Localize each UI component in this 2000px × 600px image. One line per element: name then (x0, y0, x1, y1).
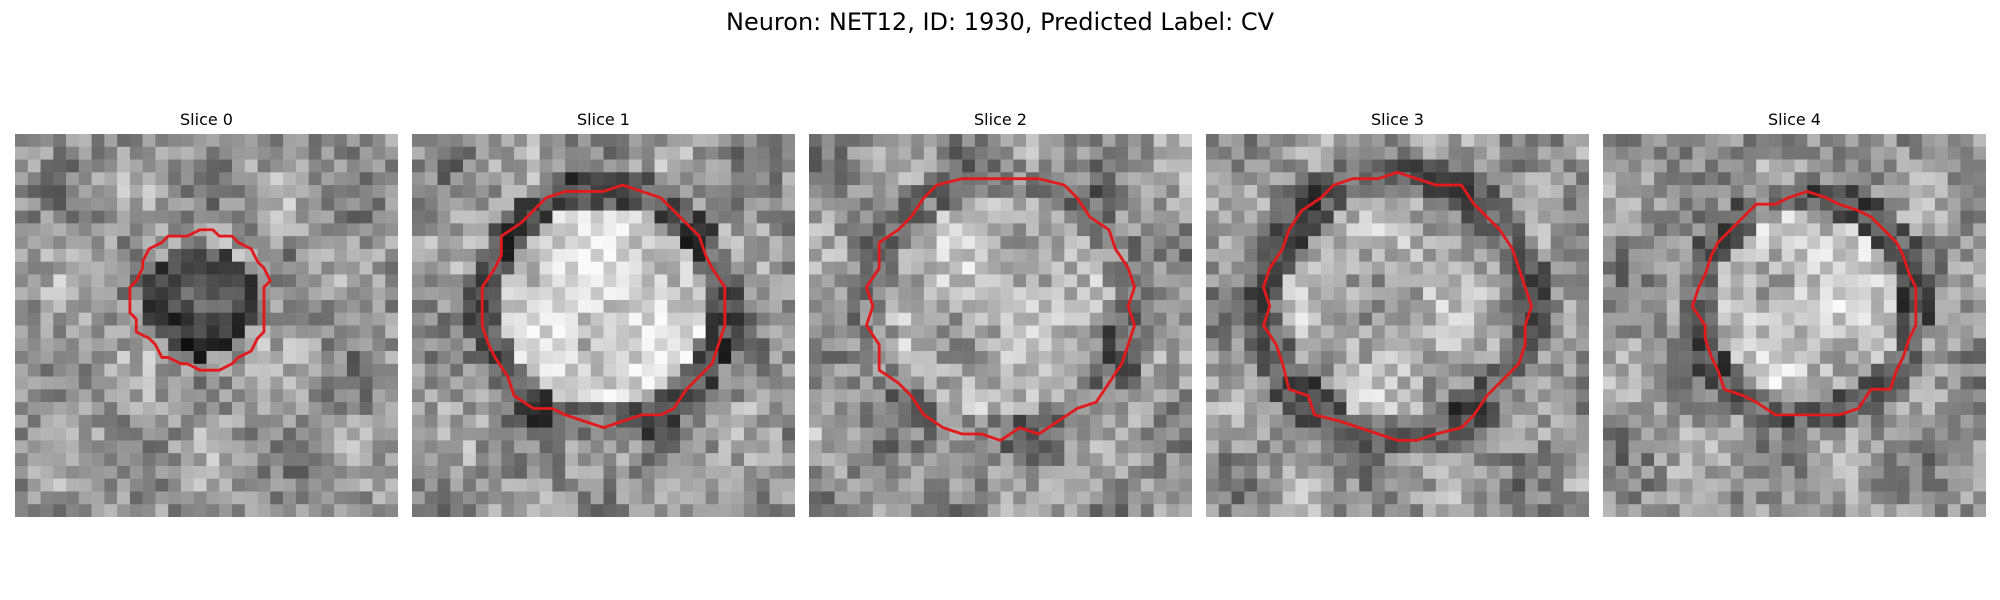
panel-slice-2: Slice 2 (809, 110, 1192, 520)
panel-title: Slice 4 (1768, 110, 1821, 129)
panel-slice-4: Slice 4 (1603, 110, 1986, 520)
microscopy-image (412, 134, 795, 517)
panel-slice-0: Slice 0 (15, 110, 398, 520)
segmentation-contour (865, 177, 1136, 442)
panel-slice-3: Slice 3 (1206, 110, 1589, 520)
microscopy-image (1206, 134, 1589, 517)
segmentation-contour (480, 183, 727, 430)
microscopy-image (1603, 134, 1986, 517)
panel-title: Slice 3 (1371, 110, 1424, 129)
segmentation-contour (1690, 190, 1918, 417)
figure-title: Neuron: NET12, ID: 1930, Predicted Label… (726, 8, 1274, 36)
segmentation-contour (128, 228, 272, 372)
segmentation-contour (1262, 170, 1533, 442)
microscopy-image (15, 134, 398, 517)
panel-title: Slice 2 (974, 110, 1027, 129)
panel-title: Slice 1 (577, 110, 630, 129)
panel-title: Slice 0 (180, 110, 233, 129)
microscopy-image (809, 134, 1192, 517)
panel-slice-1: Slice 1 (412, 110, 795, 520)
